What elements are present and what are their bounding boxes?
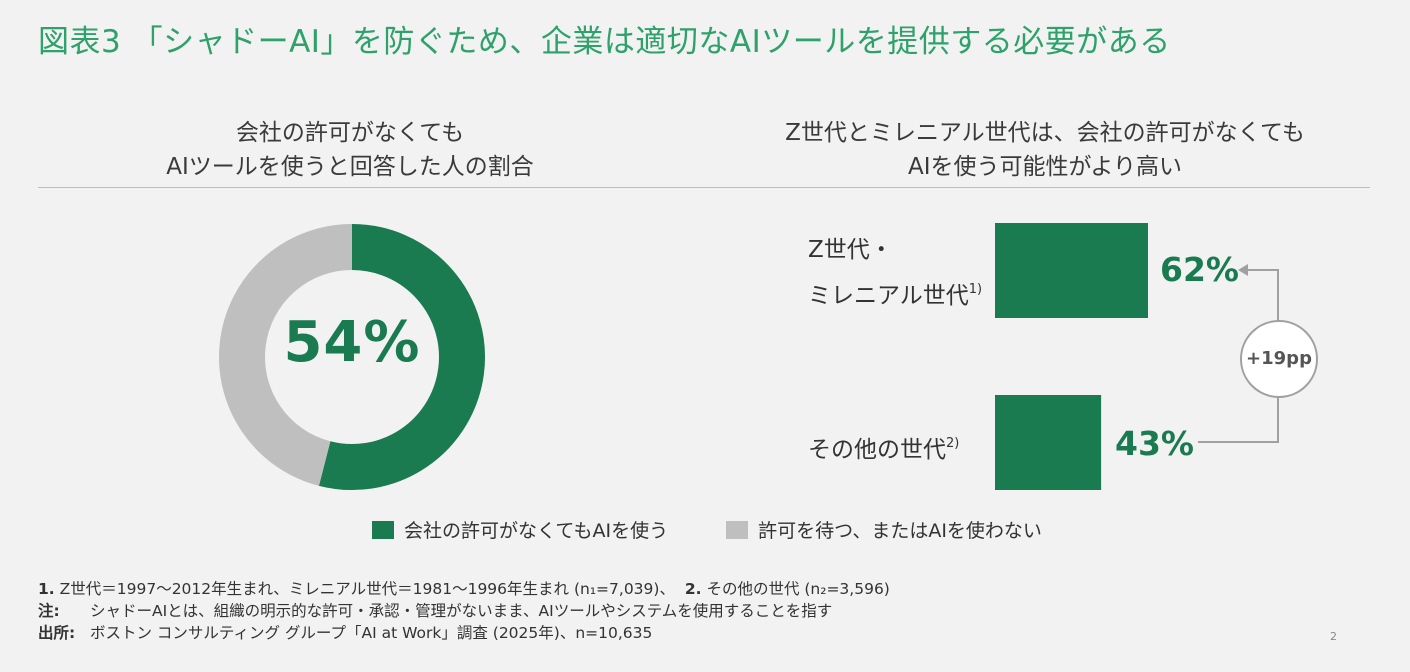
- source-key: 出所:: [38, 624, 76, 642]
- bar-category-line2: ミレニアル世代: [808, 283, 969, 309]
- difference-arrow: [1198, 264, 1318, 443]
- bar-category-line1: Z世代・: [808, 237, 893, 263]
- legend-item-wait: 許可を待つ、またはAIを使わない: [726, 516, 1042, 543]
- donut-chart: [219, 224, 485, 490]
- source-text: ボストン コンサルティング グループ「AI at Work」調査 (2025年)…: [90, 624, 653, 642]
- bar-value-label: 62%: [1160, 250, 1239, 289]
- note-key: 注:: [38, 602, 60, 620]
- bar-heading-line1: Z世代とミレニアル世代は、会社の許可がなくても: [785, 120, 1305, 146]
- difference-label: +19pp: [1246, 348, 1312, 369]
- note-text: シャドーAIとは、組織の明示的な許可・承認・管理がないまま、AIツールやシステム…: [90, 602, 833, 620]
- donut-slice-wait: [219, 224, 353, 486]
- heading-divider: [38, 187, 1370, 188]
- source-line: 出所: ボストン コンサルティング グループ「AI at Work」調査 (202…: [38, 622, 890, 644]
- bar-category-gen-z-millennial: Z世代・ ミレニアル世代1): [808, 230, 982, 316]
- page-number: 2: [1330, 630, 1337, 643]
- legend-label: 会社の許可がなくてもAIを使う: [404, 520, 669, 542]
- donut-slice-use: [318, 224, 485, 490]
- footnote-text: その他の世代 (n₂=3,596): [706, 580, 890, 598]
- bar-category-line1: その他の世代: [808, 437, 946, 463]
- donut-heading-line1: 会社の許可がなくても: [235, 120, 465, 146]
- footnote-definitions: 1. Z世代＝1997〜2012年生まれ、ミレニアル世代＝1981〜1996年生…: [38, 578, 890, 600]
- bar-heading: Z世代とミレニアル世代は、会社の許可がなくても AIを使う可能性がより高い: [700, 116, 1390, 184]
- footnote-number: 1.: [38, 580, 55, 598]
- bar-category-other-generations: その他の世代2): [808, 424, 959, 470]
- bar-other-generations: [995, 395, 1102, 490]
- footnote-text: Z世代＝1997〜2012年生まれ、ミレニアル世代＝1981〜1996年生まれ …: [59, 580, 675, 598]
- footnote-ref: 1): [968, 282, 983, 297]
- donut-heading-line2: AIツールを使うと回答した人の割合: [166, 154, 534, 180]
- page-title: 図表3 「シャドーAI」を防ぐため、企業は適切なAIツールを提供する必要がある: [38, 24, 1171, 60]
- note-line: 注: シャドーAIとは、組織の明示的な許可・承認・管理がないまま、AIツールやシス…: [38, 600, 890, 622]
- footnote-ref: 2): [946, 436, 960, 451]
- legend-label: 許可を待つ、またはAIを使わない: [758, 520, 1042, 542]
- donut-legend: 会社の許可がなくてもAIを使う 許可を待つ、またはAIを使わない: [372, 516, 1100, 543]
- footnote-number: 2.: [684, 580, 702, 598]
- donut-center-label: 54%: [283, 310, 421, 375]
- legend-swatch-grey: [726, 520, 749, 539]
- footnotes: 1. Z世代＝1997〜2012年生まれ、ミレニアル世代＝1981〜1996年生…: [38, 578, 890, 644]
- bar-gen-z-millennial: [995, 223, 1148, 318]
- legend-swatch-green: [372, 520, 394, 539]
- bar-value-label: 43%: [1115, 424, 1194, 463]
- donut-heading: 会社の許可がなくても AIツールを使うと回答した人の割合: [40, 116, 660, 184]
- bar-chart: [995, 223, 1148, 490]
- legend-item-use: 会社の許可がなくてもAIを使う: [372, 516, 668, 543]
- bar-heading-line2: AIを使う可能性がより高い: [908, 154, 1182, 180]
